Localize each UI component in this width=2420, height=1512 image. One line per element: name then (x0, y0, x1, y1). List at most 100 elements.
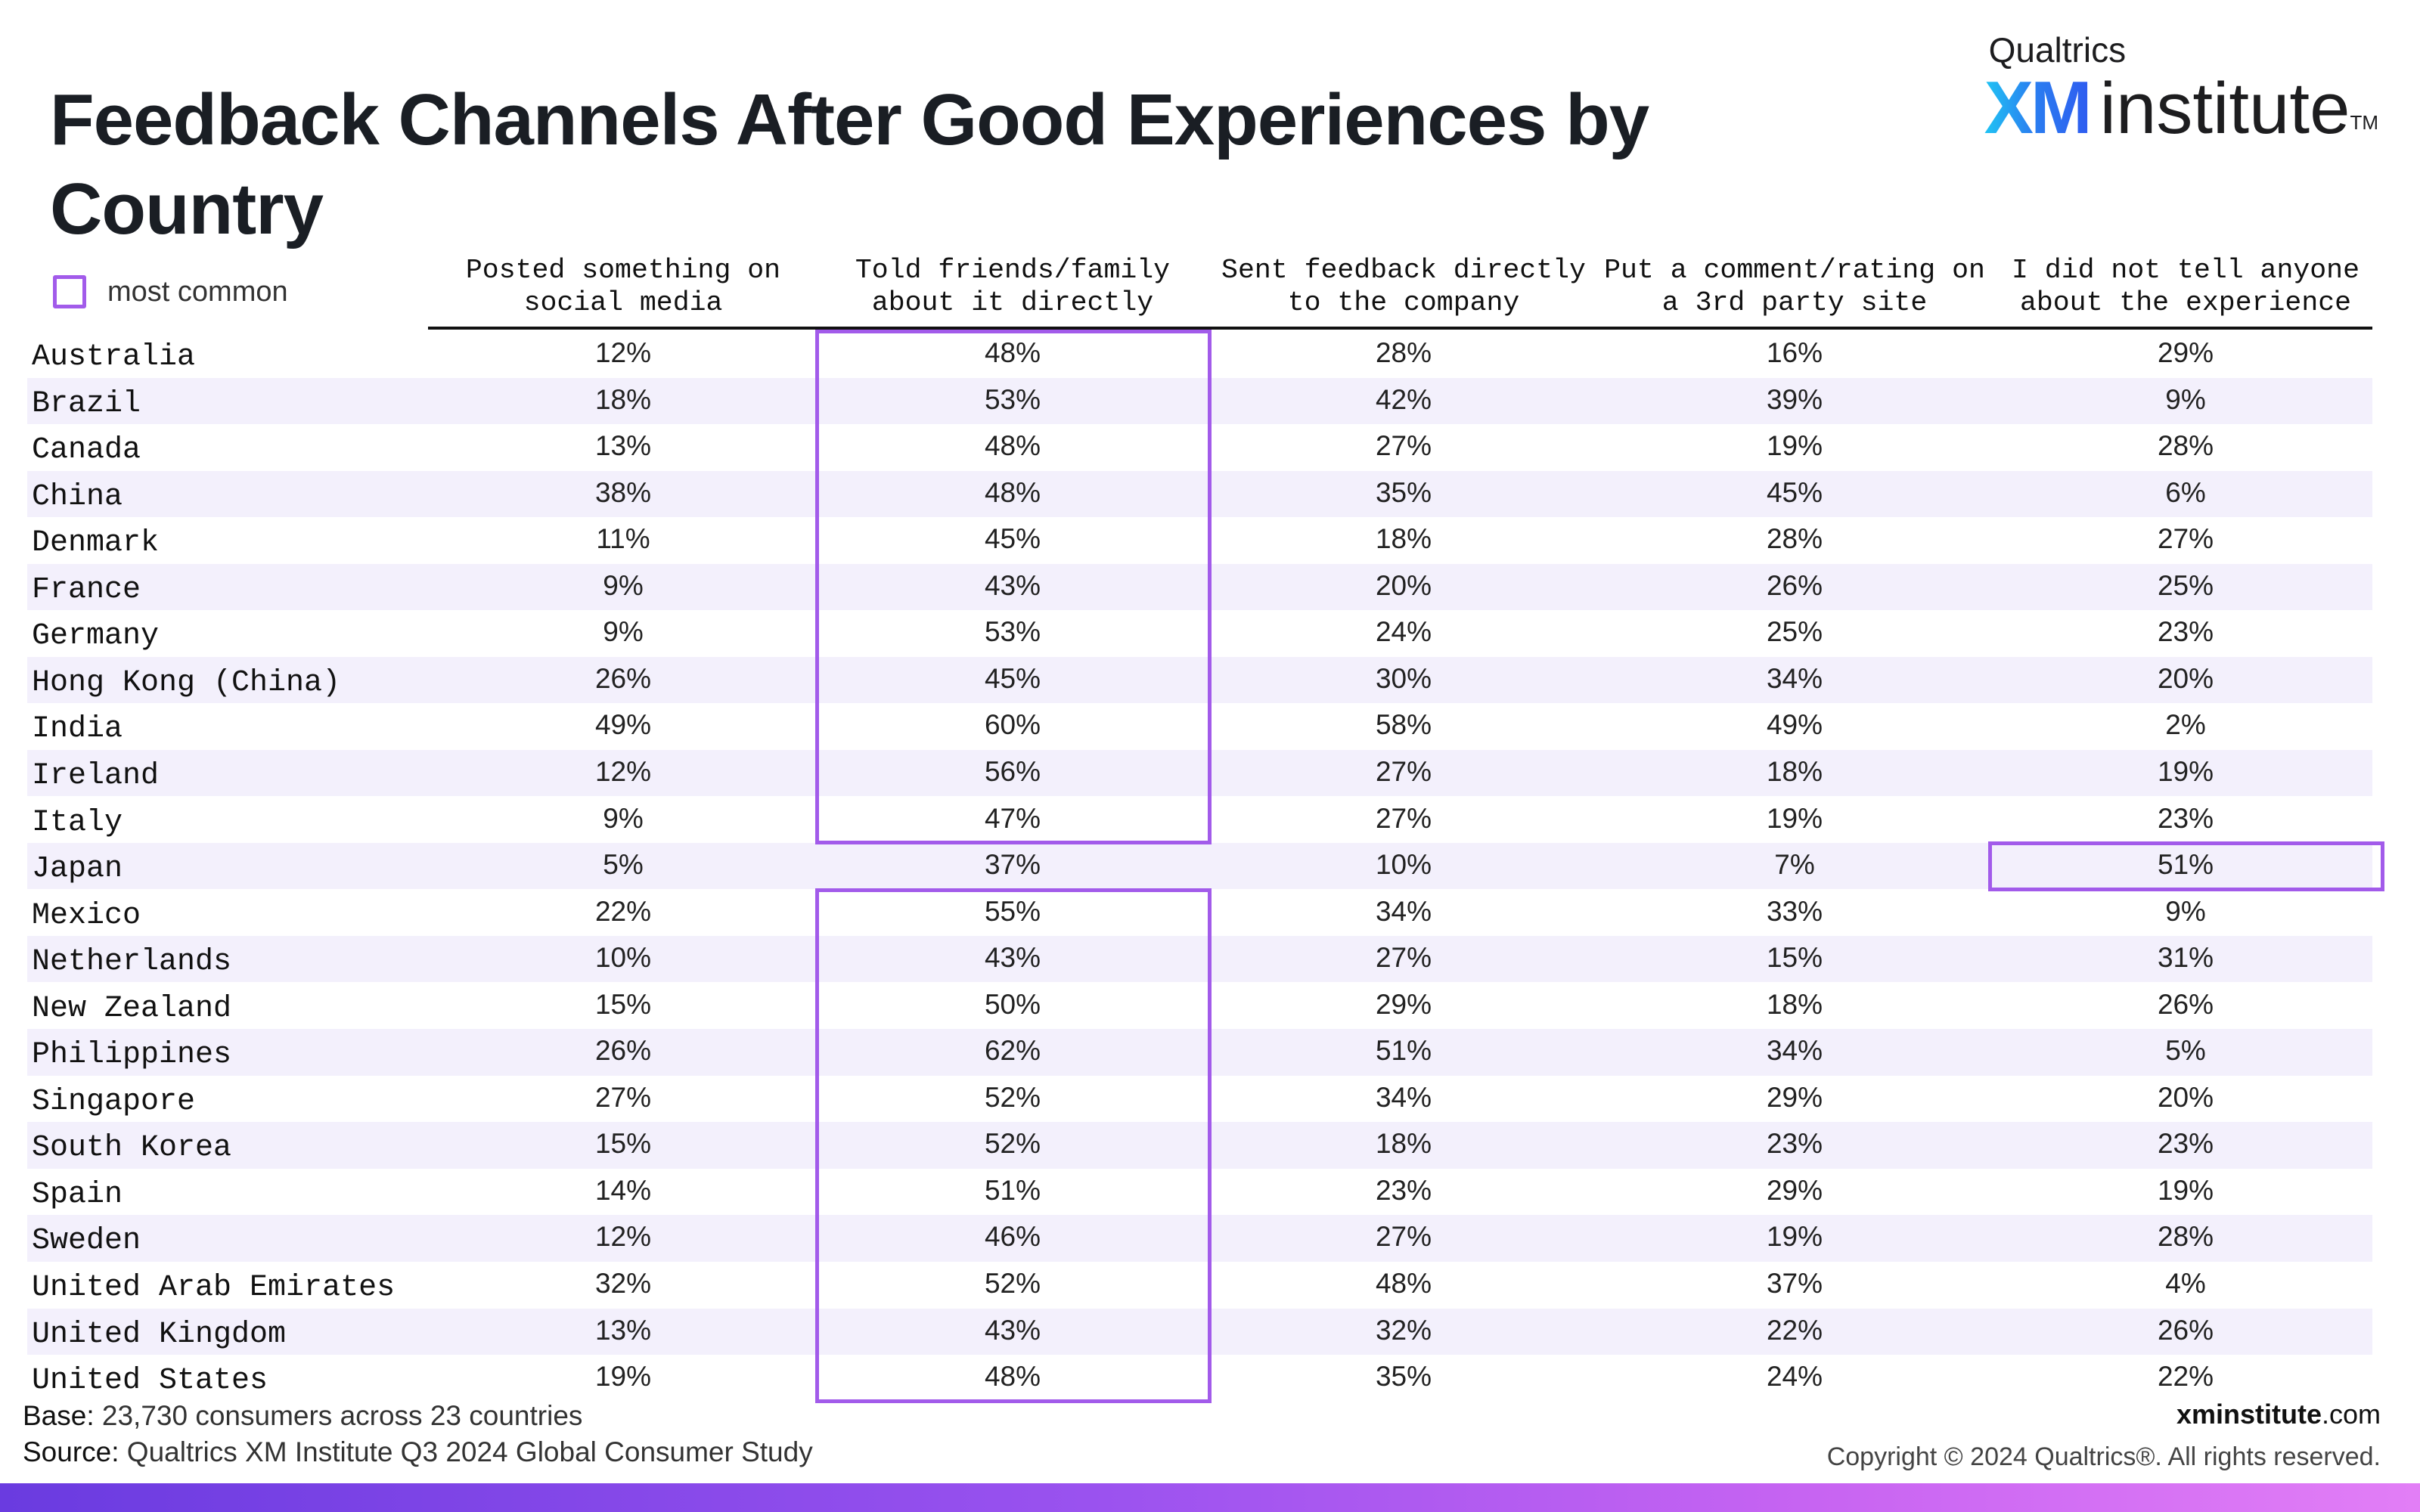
table-cell: 27% (2157, 523, 2214, 555)
country-label: New Zealand (32, 991, 232, 1026)
table-cell: 23% (2157, 1128, 2214, 1160)
table-cell: 29% (2157, 337, 2214, 368)
legend-label: most common (107, 275, 288, 308)
table-row: Mexico 22% 55% 34% 33% 9% (27, 890, 2372, 936)
table-cell: 34% (1375, 895, 1432, 927)
country-label: Ireland (32, 758, 160, 793)
table-row: Denmark 11% 45% 18% 28% 27% (27, 517, 2372, 563)
table-cell: 5% (603, 849, 644, 881)
country-label: United States (32, 1364, 268, 1399)
table-cell: 39% (1766, 383, 1823, 415)
table-cell: 24% (1375, 616, 1432, 648)
table-cell: 31% (2157, 942, 2214, 974)
table-cell: 29% (1766, 1174, 1823, 1206)
country-label: Canada (32, 433, 141, 468)
table-cell: 9% (2165, 895, 2206, 927)
table-cell: 9% (603, 802, 644, 834)
country-label: Hong Kong (China) (32, 665, 341, 700)
country-label: Mexico (32, 898, 141, 933)
source-key: Source: (23, 1436, 119, 1467)
table-cell: 32% (1375, 1314, 1432, 1346)
table-cell: 27% (1375, 942, 1432, 974)
table-row: Spain 14% 51% 23% 29% 19% (27, 1169, 2372, 1215)
table-row: United States 19% 48% 35% 24% 22% (27, 1355, 2372, 1401)
table-cell: 19% (1766, 1221, 1823, 1253)
table-cell: 35% (1375, 1361, 1432, 1393)
table-cell: 62% (984, 1035, 1041, 1067)
table-cell: 52% (984, 1081, 1041, 1113)
logo-xm-text: XM (1984, 66, 2093, 149)
table-cell: 10% (1375, 849, 1432, 881)
legend: most common (53, 275, 288, 308)
source-text: Qualtrics XM Institute Q3 2024 Global Co… (119, 1436, 813, 1467)
accent-bar (0, 1483, 2420, 1512)
table-row: United Arab Emirates 32% 52% 48% 37% 4% (27, 1262, 2372, 1308)
table-cell: 23% (2157, 802, 2214, 834)
table-cell: 48% (984, 430, 1041, 462)
table-cell: 9% (2165, 383, 2206, 415)
table-cell: 51% (984, 1174, 1041, 1206)
table-cell: 11% (596, 523, 650, 555)
table-cell: 32% (594, 1268, 652, 1299)
footnote-base: Base: 23,730 consumers across 23 countri… (23, 1400, 582, 1432)
country-label: United Arab Emirates (32, 1271, 396, 1305)
table-cell: 19% (1766, 430, 1823, 462)
table-cell: 28% (2157, 1221, 2214, 1253)
table-row: Canada 13% 48% 27% 19% 28% (27, 424, 2372, 470)
table-cell: 5% (2165, 1035, 2206, 1067)
column-header: Sent feedback directly to the company (1221, 255, 1586, 318)
table-row: Philippines 26% 62% 51% 34% 5% (27, 1029, 2372, 1076)
table-row: New Zealand 15% 50% 29% 18% 26% (27, 983, 2372, 1029)
table-cell: 15% (594, 988, 652, 1020)
table-cell: 7% (1774, 849, 1815, 881)
table-cell: 23% (1375, 1174, 1432, 1206)
table-cell: 34% (1375, 1081, 1432, 1113)
table-cell: 20% (1375, 569, 1432, 601)
table-cell: 38% (594, 476, 652, 508)
table-cell: 27% (1375, 430, 1432, 462)
table-cell: 29% (1766, 1081, 1823, 1113)
table-cell: 56% (984, 755, 1041, 787)
table-row: France 9% 43% 20% 26% 25% (27, 563, 2372, 611)
table-row: South Korea 15% 52% 18% 23% 23% (27, 1122, 2372, 1169)
table-cell: 58% (1375, 709, 1432, 741)
table-row: Ireland 12% 56% 27% 18% 19% (27, 749, 2372, 797)
country-label: Spain (32, 1177, 123, 1212)
table-cell: 28% (1375, 337, 1432, 368)
table-row: Hong Kong (China) 26% 45% 30% 34% 20% (27, 656, 2372, 704)
country-label: France (32, 572, 141, 607)
table-cell: 48% (984, 337, 1041, 368)
table-cell: 19% (2157, 1174, 2214, 1206)
table-cell: 33% (1766, 895, 1823, 927)
table-cell: 16% (1766, 337, 1823, 368)
table-cell: 60% (984, 709, 1041, 741)
country-label: Denmark (32, 526, 160, 561)
table-cell: 51% (1375, 1035, 1432, 1067)
logo-xm-institute: XM instituteTM (1984, 70, 2378, 168)
table-cell: 48% (984, 476, 1041, 508)
table-cell: 26% (2157, 988, 2214, 1020)
table-cell: 26% (594, 662, 652, 694)
table-cell: 12% (594, 1221, 652, 1253)
table-cell: 30% (1375, 662, 1432, 694)
table-cell: 49% (594, 709, 652, 741)
column-header: Posted something on social media (465, 255, 781, 318)
table-cell: 53% (984, 383, 1041, 415)
column-header: Put a comment/rating on a 3rd party site (1604, 255, 1985, 318)
site-link[interactable]: xminstitute.com (2176, 1399, 2381, 1430)
table-cell: 26% (594, 1035, 652, 1067)
table-cell: 35% (1375, 476, 1432, 508)
country-label: Brazil (32, 386, 141, 421)
table-cell: 27% (1375, 802, 1432, 834)
table-cell: 37% (1766, 1268, 1823, 1299)
country-label: South Korea (32, 1131, 232, 1166)
table-row: India 49% 60% 58% 49% 2% (27, 703, 2372, 749)
table-cell: 4% (2165, 1268, 2206, 1299)
copyright: Copyright © 2024 Qualtrics®. All rights … (1826, 1442, 2381, 1471)
table-cell: 6% (2165, 476, 2206, 508)
table-cell: 18% (594, 383, 652, 415)
table-cell: 52% (984, 1268, 1041, 1299)
country-label: Australia (32, 340, 196, 374)
table-cell: 43% (984, 569, 1041, 601)
